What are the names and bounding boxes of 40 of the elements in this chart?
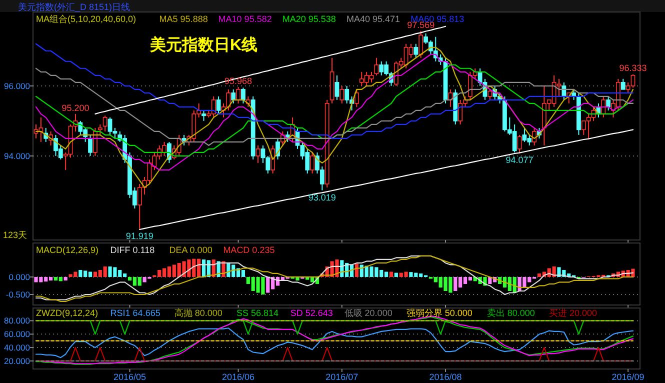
y-tick-label: 80.000 bbox=[4, 316, 30, 326]
chart-subtitle: 美元指数(外汇_D 8151)日线 bbox=[18, 2, 130, 12]
text: 强弱分界 50.000 bbox=[406, 308, 472, 318]
text: RSI1 64.665 bbox=[110, 308, 160, 318]
x-tick-label: 2016/09 bbox=[612, 372, 644, 382]
x-tick-label: 2016/06 bbox=[222, 372, 255, 382]
legend-title: ZWZD(9,12,24) bbox=[36, 308, 98, 318]
x-tick-label: 2016/05 bbox=[113, 372, 146, 382]
text: 123天 bbox=[3, 230, 28, 240]
series-label: MACD 0.235 bbox=[223, 245, 275, 255]
legend-title: MA组合(5,10,20,40,60,0) bbox=[36, 14, 136, 24]
y-tick-label: 60.000 bbox=[4, 329, 30, 340]
text: MA10 95.582 bbox=[218, 14, 272, 24]
y-tick-label: 40.000 bbox=[4, 342, 30, 353]
text: MA20 95.538 bbox=[282, 14, 336, 24]
annotation: 95.968 bbox=[224, 76, 252, 86]
y-tick-label: -0.500 bbox=[6, 289, 30, 300]
annotation: 93.019 bbox=[308, 192, 336, 202]
text: 买进 20.000 bbox=[549, 308, 598, 318]
text: MA5 95.888 bbox=[159, 14, 208, 24]
y-tick-label: 94.000 bbox=[4, 150, 30, 161]
y-tick-label: 20.000 bbox=[4, 356, 30, 366]
y-tick-label: 96.000 bbox=[4, 80, 30, 91]
x-tick-label: 2016/07 bbox=[326, 372, 358, 382]
text: MA40 95.471 bbox=[346, 14, 400, 24]
series-label: SD 52.643 bbox=[290, 308, 333, 318]
text: DEA 0.000 bbox=[169, 245, 212, 255]
series-label: 卖出 80.000 bbox=[486, 308, 535, 318]
y-tick-label: 0.000 bbox=[8, 272, 30, 282]
annotation: 94.077 bbox=[506, 155, 534, 166]
legend-title: MACD(12,26,9) bbox=[36, 245, 99, 255]
series-label: 高抛 80.000 bbox=[174, 308, 222, 318]
x-tick-label: 2016/08 bbox=[429, 372, 462, 382]
annotation: 95.200 bbox=[62, 102, 90, 113]
text: 美元指数日K线 bbox=[149, 35, 258, 54]
text: DIFF 0.118 bbox=[110, 245, 155, 255]
annotation: 91.919 bbox=[126, 230, 154, 241]
series-label: SS 56.814 bbox=[236, 308, 279, 318]
text: 低吸 20.000 bbox=[344, 308, 392, 318]
annotation: 96.333 bbox=[619, 63, 647, 74]
